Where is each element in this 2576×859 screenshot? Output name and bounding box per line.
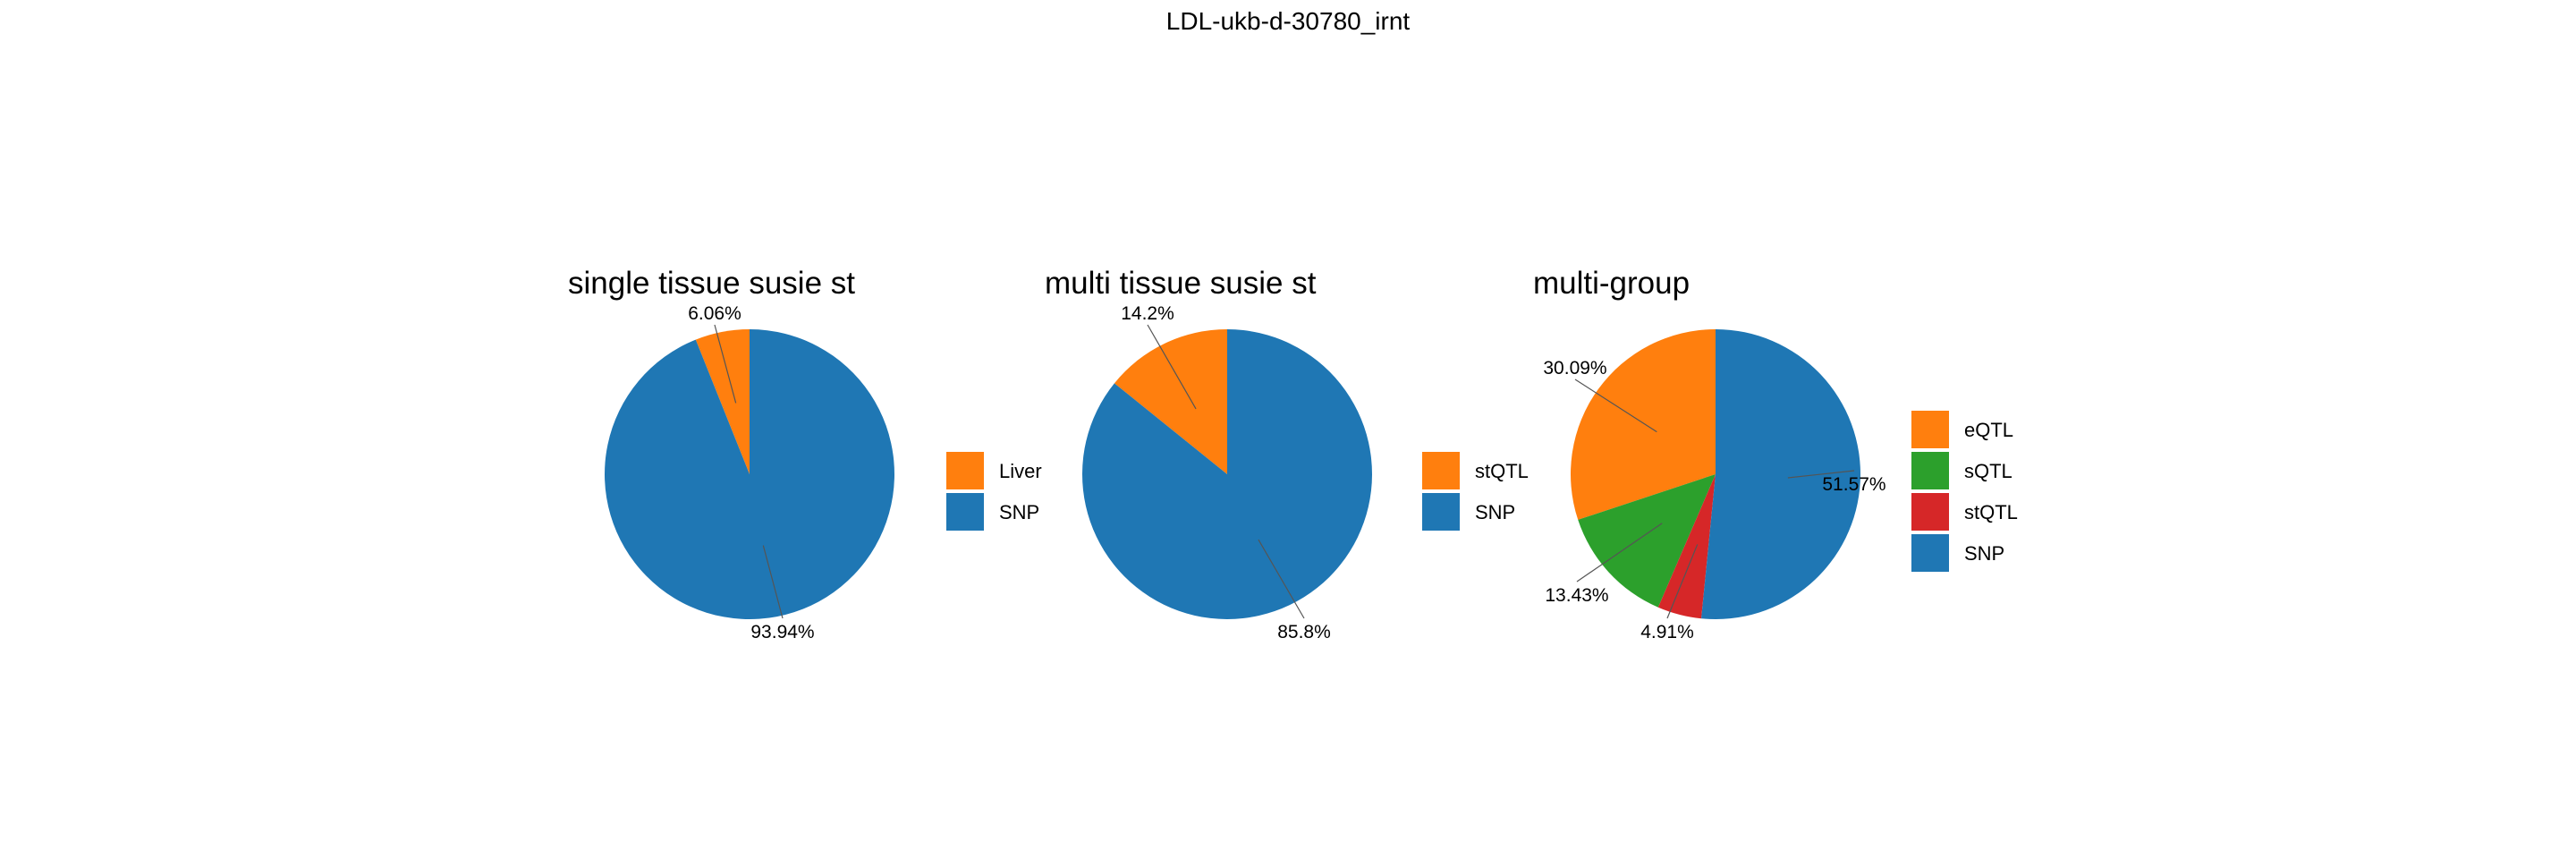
slice-percent-label: 14.2% [1121,303,1174,324]
legend-swatch-snp [1911,534,1949,572]
slice-percent-label: 13.43% [1545,585,1608,606]
leader-line [1666,544,1699,619]
legend-label: Liver [999,460,1042,482]
legend-label: stQTL [1964,501,2018,523]
pie-slice-snp [1082,329,1372,619]
legend-label: SNP [999,501,1039,523]
legend-label: sQTL [1964,460,2012,482]
pie-slice-snp [605,329,895,620]
leader-line [1147,324,1197,410]
slice-percent-label: 30.09% [1543,358,1606,378]
leader-line [1576,523,1663,583]
leader-line [714,324,737,404]
legend-swatch-snp [1422,493,1460,531]
legend-swatch-stqtl [1911,493,1949,531]
legend-label: stQTL [1475,460,1529,482]
legend-label: SNP [1964,542,2004,565]
legend-swatch-snp [946,493,984,531]
legend-label: SNP [1475,501,1515,523]
leader-line [1787,470,1855,479]
panel-title: multi tissue susie st [1045,266,1317,301]
slice-percent-label: 85.8% [1277,622,1331,642]
leader-line [762,545,784,619]
pie-panel: single tissue susie st6.06% 93.94% Liver SN… [568,266,1042,642]
legend-swatch-sqtl [1911,452,1949,489]
leader-line [1258,539,1305,619]
legend-swatch-liver [946,452,984,489]
pie-slice-eqtl [1570,329,1716,520]
leader-line [1574,378,1657,433]
slice-percent-label: 6.06% [688,303,741,324]
pie-slice-snp [1701,329,1861,619]
figure-title: LDL-ukb-d-30780_irnt [1166,7,1411,35]
pie-slice-liver [695,329,750,474]
legend-swatch-eqtl [1911,411,1949,448]
slice-percent-label: 4.91% [1640,622,1694,642]
slice-percent-label: 51.57% [1822,474,1885,495]
pie-slice-stqtl [1114,329,1227,474]
slice-percent-label: 93.94% [750,622,814,642]
pie-panel: multi-group 30.09% 13.43% 4.91% 51.57% eQTL sQ… [1533,266,2018,642]
panel-title: single tissue susie st [568,266,855,301]
pie-slice-sqtl [1578,474,1716,608]
pie-panels: single tissue susie st6.06% 93.94% Liver SN… [568,266,2018,642]
pie-slice-stqtl [1657,474,1716,619]
legend-label: eQTL [1964,419,2013,441]
legend-swatch-stqtl [1422,452,1460,489]
panel-title: multi-group [1533,266,1690,301]
